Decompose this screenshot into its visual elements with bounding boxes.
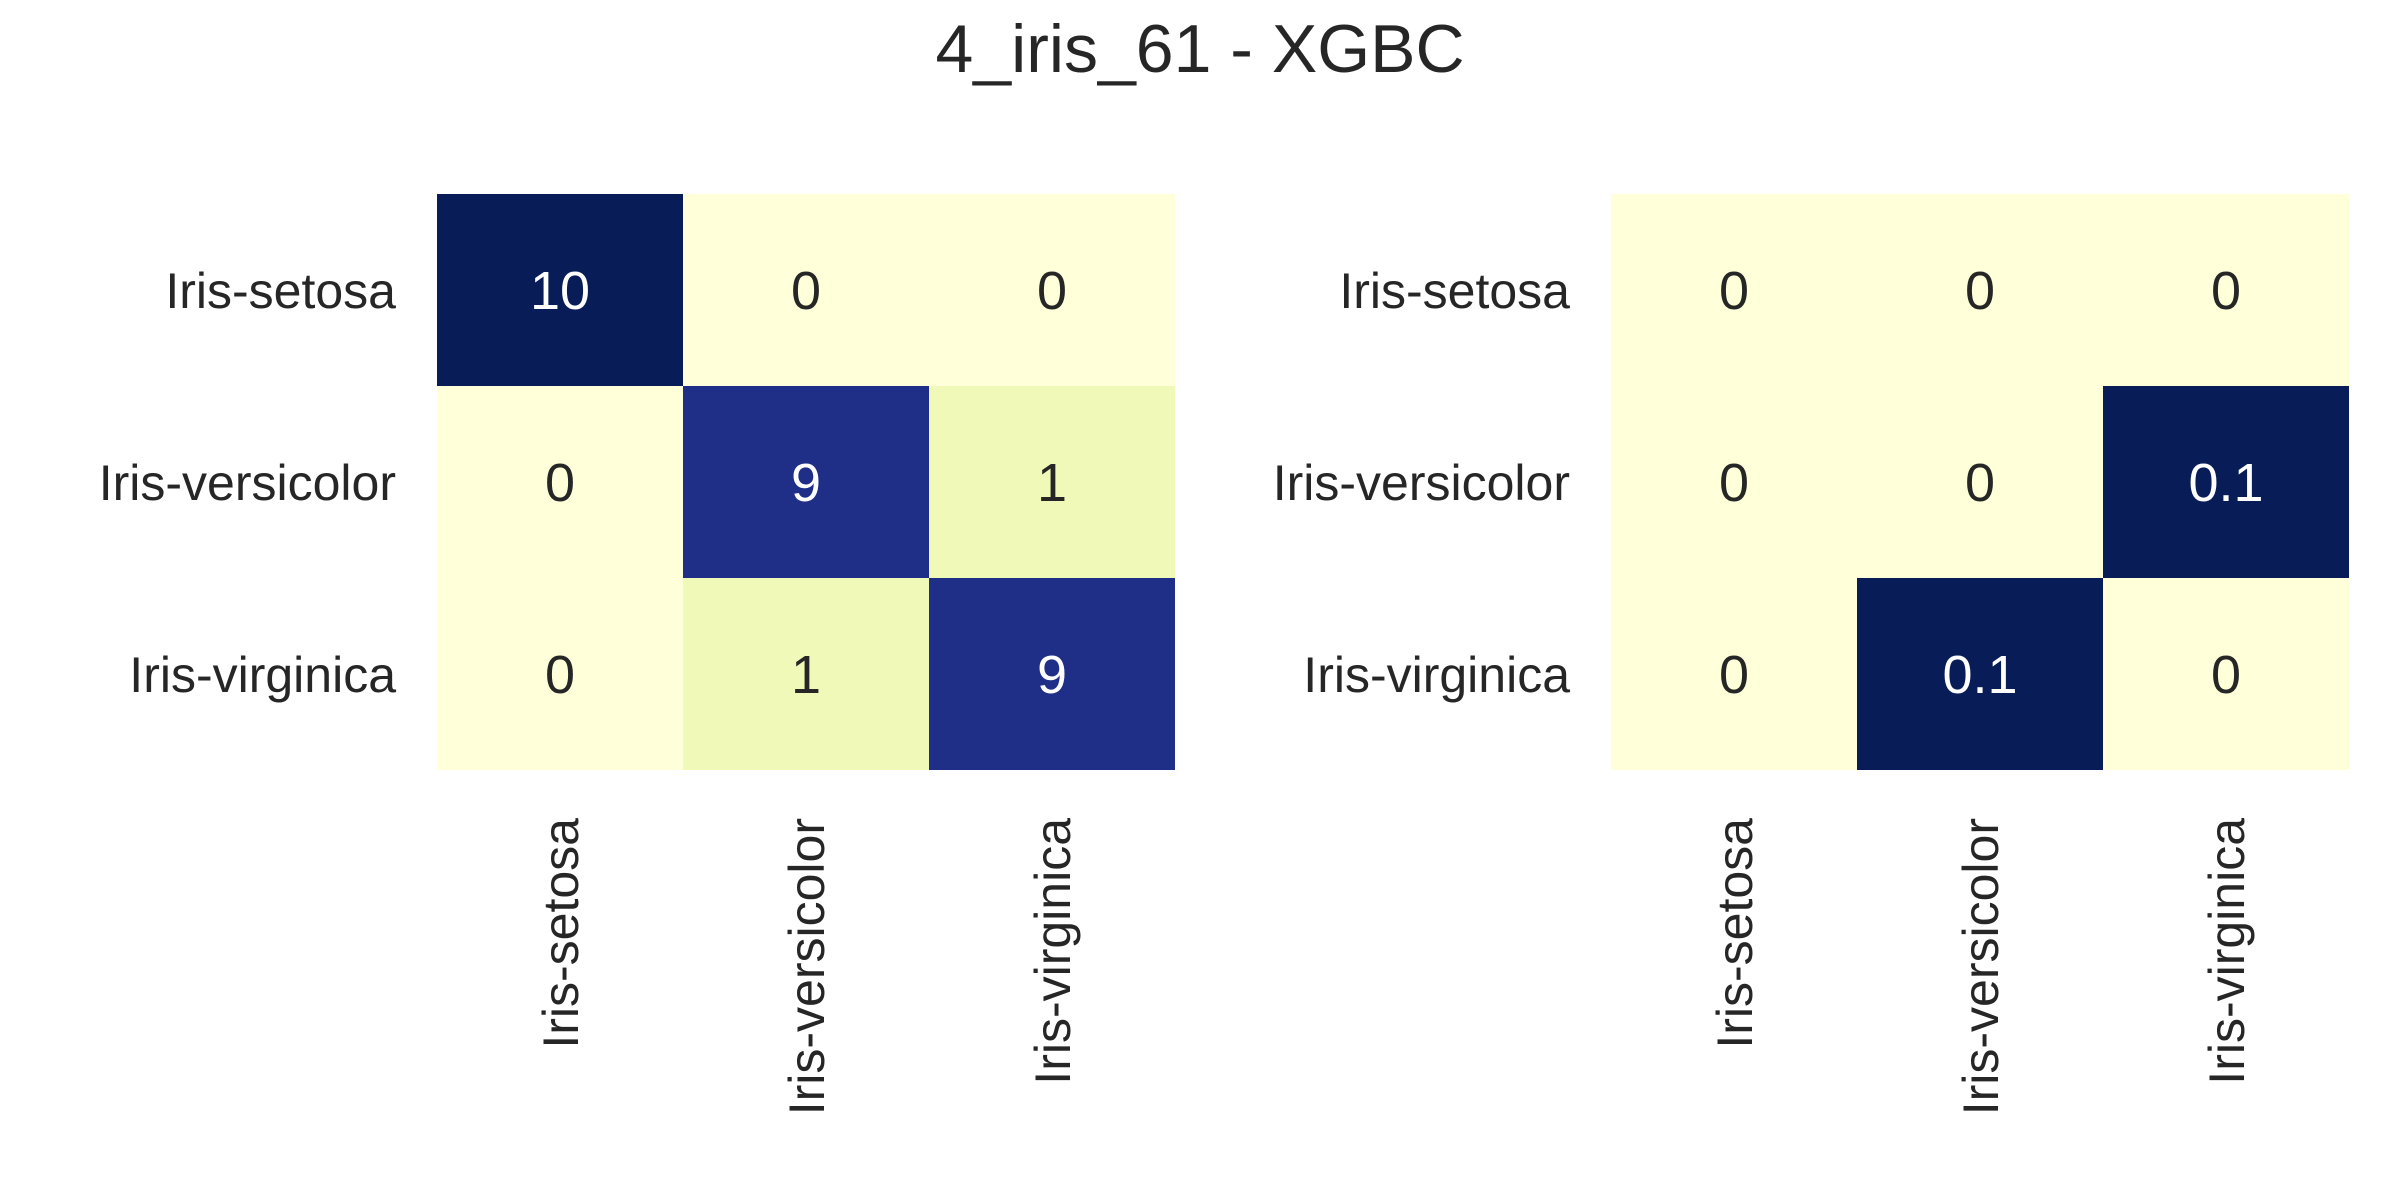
heatmap-cell-r1-c0 [1611, 386, 1857, 578]
cell-value-r2-c1: 0.1 [1942, 645, 2017, 705]
cell-value-r1-c0: 0 [1719, 453, 1749, 513]
x-tick-label-2: Iris-virginica [1025, 818, 1081, 1085]
x-tick-label-1: Iris-versicolor [1953, 818, 2009, 1115]
y-tick-label-0: Iris-setosa [1339, 263, 1570, 319]
cell-value-r1-c2: 1 [1037, 453, 1067, 513]
x-tick-label-0: Iris-setosa [533, 818, 589, 1049]
x-tick-label-0: Iris-setosa [1707, 818, 1763, 1049]
heatmap-cell-r2-c0 [437, 578, 683, 770]
cell-value-r1-c1: 9 [791, 453, 821, 513]
heatmap-cell-r1-c2 [2103, 386, 2349, 578]
cell-value-r0-c1: 0 [791, 261, 821, 321]
cell-value-r2-c0: 0 [1719, 645, 1749, 705]
x-tick-label-2: Iris-virginica [2199, 818, 2255, 1085]
heatmap-cell-r2-c2 [929, 578, 1175, 770]
cell-value-r0-c2: 0 [2211, 261, 2241, 321]
y-tick-label-1: Iris-versicolor [1273, 455, 1570, 511]
heatmap-right: 0 0 0 0 0 0.1 0 0.1 0 Iris-setosa Iris-versicolor I… [1273, 194, 2349, 1115]
y-tick-label-0: Iris-setosa [165, 263, 396, 319]
heatmap-cell-r2-c1 [1857, 578, 2103, 770]
heatmap-cell-r1-c2 [929, 386, 1175, 578]
heatmap-cell-r0-c0 [1611, 194, 1857, 386]
heatmap-cell-r0-c2 [2103, 194, 2349, 386]
cell-value-r0-c1: 0 [1965, 261, 1995, 321]
y-tick-label-2: Iris-virginica [1303, 647, 1570, 703]
heatmap-cell-r0-c2 [929, 194, 1175, 386]
cell-value-r2-c2: 0 [2211, 645, 2241, 705]
y-tick-label-2: Iris-virginica [129, 647, 396, 703]
cell-value-r1-c2: 0.1 [2188, 453, 2263, 513]
heatmap-cell-r1-c1 [1857, 386, 2103, 578]
cell-value-r2-c0: 0 [545, 645, 575, 705]
cell-value-r0-c2: 0 [1037, 261, 1067, 321]
y-tick-label-1: Iris-versicolor [99, 455, 396, 511]
heatmap-cell-r2-c0 [1611, 578, 1857, 770]
cell-value-r1-c0: 0 [545, 453, 575, 513]
cell-value-r2-c1: 1 [791, 645, 821, 705]
x-tick-label-1: Iris-versicolor [779, 818, 835, 1115]
figure-title: 4_iris_61 - XGBC [935, 11, 1464, 87]
heatmap-cell-r0-c0 [437, 194, 683, 386]
cell-value-r0-c0: 10 [530, 261, 590, 321]
cell-value-r2-c2: 9 [1037, 645, 1067, 705]
cell-value-r0-c0: 0 [1719, 261, 1749, 321]
heatmap-cell-r0-c1 [1857, 194, 2103, 386]
heatmap-cell-r1-c1 [683, 386, 929, 578]
heatmap-left: 10 0 00 9 10 1 9Iris-setosaIris-versicolorIris… [99, 194, 1175, 1115]
heatmap-cell-r2-c1 [683, 578, 929, 770]
heatmap-cell-r0-c1 [683, 194, 929, 386]
heatmap-cell-r1-c0 [437, 386, 683, 578]
cell-value-r1-c1: 0 [1965, 453, 1995, 513]
heatmap-cell-r2-c2 [2103, 578, 2349, 770]
